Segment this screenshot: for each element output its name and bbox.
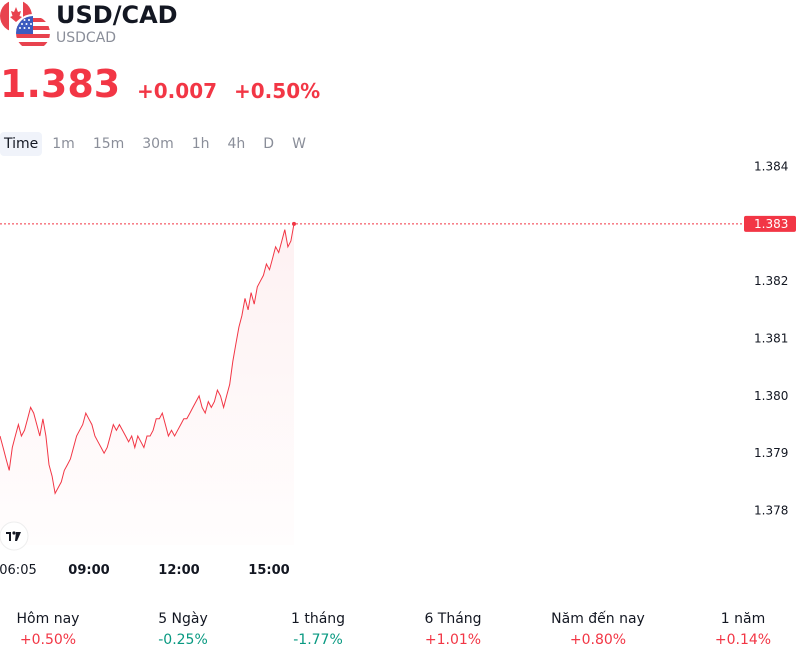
y-tick-label: 1.380 xyxy=(754,389,788,403)
interval-tab-time[interactable]: Time xyxy=(0,132,43,156)
period-label: 1 năm xyxy=(720,611,766,627)
interval-tab-d[interactable]: D xyxy=(263,136,275,152)
period-item[interactable]: Hôm nay +0.50% xyxy=(0,608,103,650)
last-price-label: 1.383 xyxy=(754,217,788,231)
current-price: 1.383 xyxy=(0,62,121,106)
last-price-dot xyxy=(292,221,296,226)
x-tick-label: 09:00 xyxy=(68,563,109,578)
usa-flag-icon xyxy=(14,14,52,52)
period-label: 5 Ngày xyxy=(158,611,208,627)
x-tick-label: 06:05 xyxy=(0,563,37,578)
x-tick-label: 12:00 xyxy=(158,563,199,578)
interval-tab-15m[interactable]: 15m xyxy=(92,136,125,152)
period-item[interactable]: Năm đến nay +0.80% xyxy=(543,608,653,650)
period-change: -1.77% xyxy=(293,632,343,648)
tradingview-logo[interactable] xyxy=(0,521,29,551)
period-label: 1 tháng xyxy=(290,611,346,627)
period-change: +0.80% xyxy=(569,632,627,648)
symbol-ticker: USDCAD xyxy=(56,30,117,46)
price-change-percent: +0.50% xyxy=(234,79,321,103)
period-change: +1.01% xyxy=(424,632,482,648)
performance-periods: Hôm nay +0.50% 5 Ngày -0.25% 1 tháng -1.77% 6 … xyxy=(0,608,800,652)
period-change: +0.50% xyxy=(19,632,77,648)
interval-tab-30m[interactable]: 30m xyxy=(142,136,174,152)
interval-tab-w[interactable]: W xyxy=(292,136,306,152)
price-chart[interactable]: 1.384 1.383 1.382 1.381 1.380 1.379 1.378 06:0… xyxy=(0,155,800,585)
period-item[interactable]: 6 Tháng +1.01% xyxy=(398,608,508,650)
interval-tab-4h[interactable]: 4h xyxy=(227,136,246,152)
period-label: 6 Tháng xyxy=(424,611,482,627)
series-area xyxy=(0,223,294,546)
y-tick-label: 1.384 xyxy=(754,159,788,173)
period-change: -0.25% xyxy=(158,632,208,648)
last-price-badge xyxy=(744,215,796,232)
interval-tab-1m[interactable]: 1m xyxy=(52,136,75,152)
period-item[interactable]: 1 tháng -1.77% xyxy=(263,608,373,650)
y-tick-label: 1.382 xyxy=(754,274,788,288)
period-label: Hôm nay xyxy=(16,611,80,627)
series-line xyxy=(0,223,295,495)
y-tick-label: 1.378 xyxy=(754,504,788,518)
period-item[interactable]: 1 năm +0.14% xyxy=(688,608,798,650)
symbol-title: USD/CAD xyxy=(56,1,178,29)
currency-flags xyxy=(0,0,52,52)
y-tick-label: 1.381 xyxy=(754,332,788,346)
period-label: Năm đến nay xyxy=(551,611,645,627)
x-tick-label: 15:00 xyxy=(248,563,289,578)
period-item[interactable]: 5 Ngày -0.25% xyxy=(128,608,238,650)
y-tick-label: 1.379 xyxy=(754,446,788,460)
interval-tab-1h[interactable]: 1h xyxy=(191,136,210,152)
price-change: +0.007 xyxy=(137,79,218,103)
period-change: +0.14% xyxy=(714,632,772,648)
interval-tabs: Time 1m 15m 30m 1h 4h D W xyxy=(0,131,316,157)
